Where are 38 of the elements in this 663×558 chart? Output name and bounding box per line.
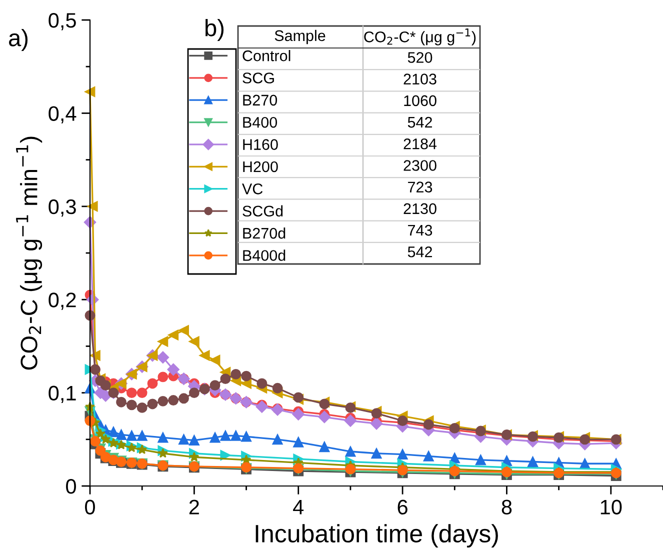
y-tick-label: 0,3 <box>48 199 76 217</box>
y-tick-label: 0,1 <box>48 386 76 404</box>
annotation: 542 <box>408 246 432 258</box>
legend-label: H200 <box>243 161 278 172</box>
legend-label: SCG <box>242 72 274 84</box>
annotation: 2103 <box>404 74 436 84</box>
annotation: 2184 <box>404 138 437 150</box>
x-tick-label: 0 <box>85 500 95 514</box>
y-tick-label: 0,2 <box>48 292 76 310</box>
y-tick-label: 0,4 <box>48 106 76 124</box>
legend-label: B270 <box>243 94 278 106</box>
annotation: Sample <box>274 30 326 44</box>
annotation: 723 <box>408 182 432 192</box>
x-axis-title: Incubation time (days) <box>256 524 498 548</box>
x-tick-label: 2 <box>189 500 199 514</box>
legend-label: B400d <box>243 250 286 261</box>
legend-label: Control <box>242 50 290 62</box>
text: a) <box>9 28 28 51</box>
x-tick-label: 6 <box>398 500 408 514</box>
annotation: 520 <box>408 52 432 63</box>
legend-label: B400 <box>243 116 278 128</box>
x-tick-label: 8 <box>502 500 512 514</box>
annotation: CO$_{2}$-C* (μg g$^{−1}$) <box>364 28 476 46</box>
y-axis-title: CO$_{2}$-C (μg g$^{−1}$ min$^{−1}$) <box>16 136 42 370</box>
annotation: 2300 <box>404 160 436 171</box>
annotation: b) <box>206 18 224 41</box>
y-tick-label: 0,5 <box>48 13 76 30</box>
legend-label: SCGd <box>242 205 283 217</box>
y-tick-label: 0 <box>66 479 76 494</box>
x-tick-label: 10 <box>600 500 622 514</box>
legend-label: VC <box>242 184 263 194</box>
legend-label: H160 <box>243 139 278 150</box>
annotation: 743 <box>408 224 432 236</box>
annotation: 2130 <box>404 203 436 214</box>
annotation: 1060 <box>404 95 436 106</box>
legend-label: B270d <box>243 227 286 239</box>
x-tick-label: 4 <box>293 500 304 514</box>
annotation: 542 <box>408 116 432 128</box>
